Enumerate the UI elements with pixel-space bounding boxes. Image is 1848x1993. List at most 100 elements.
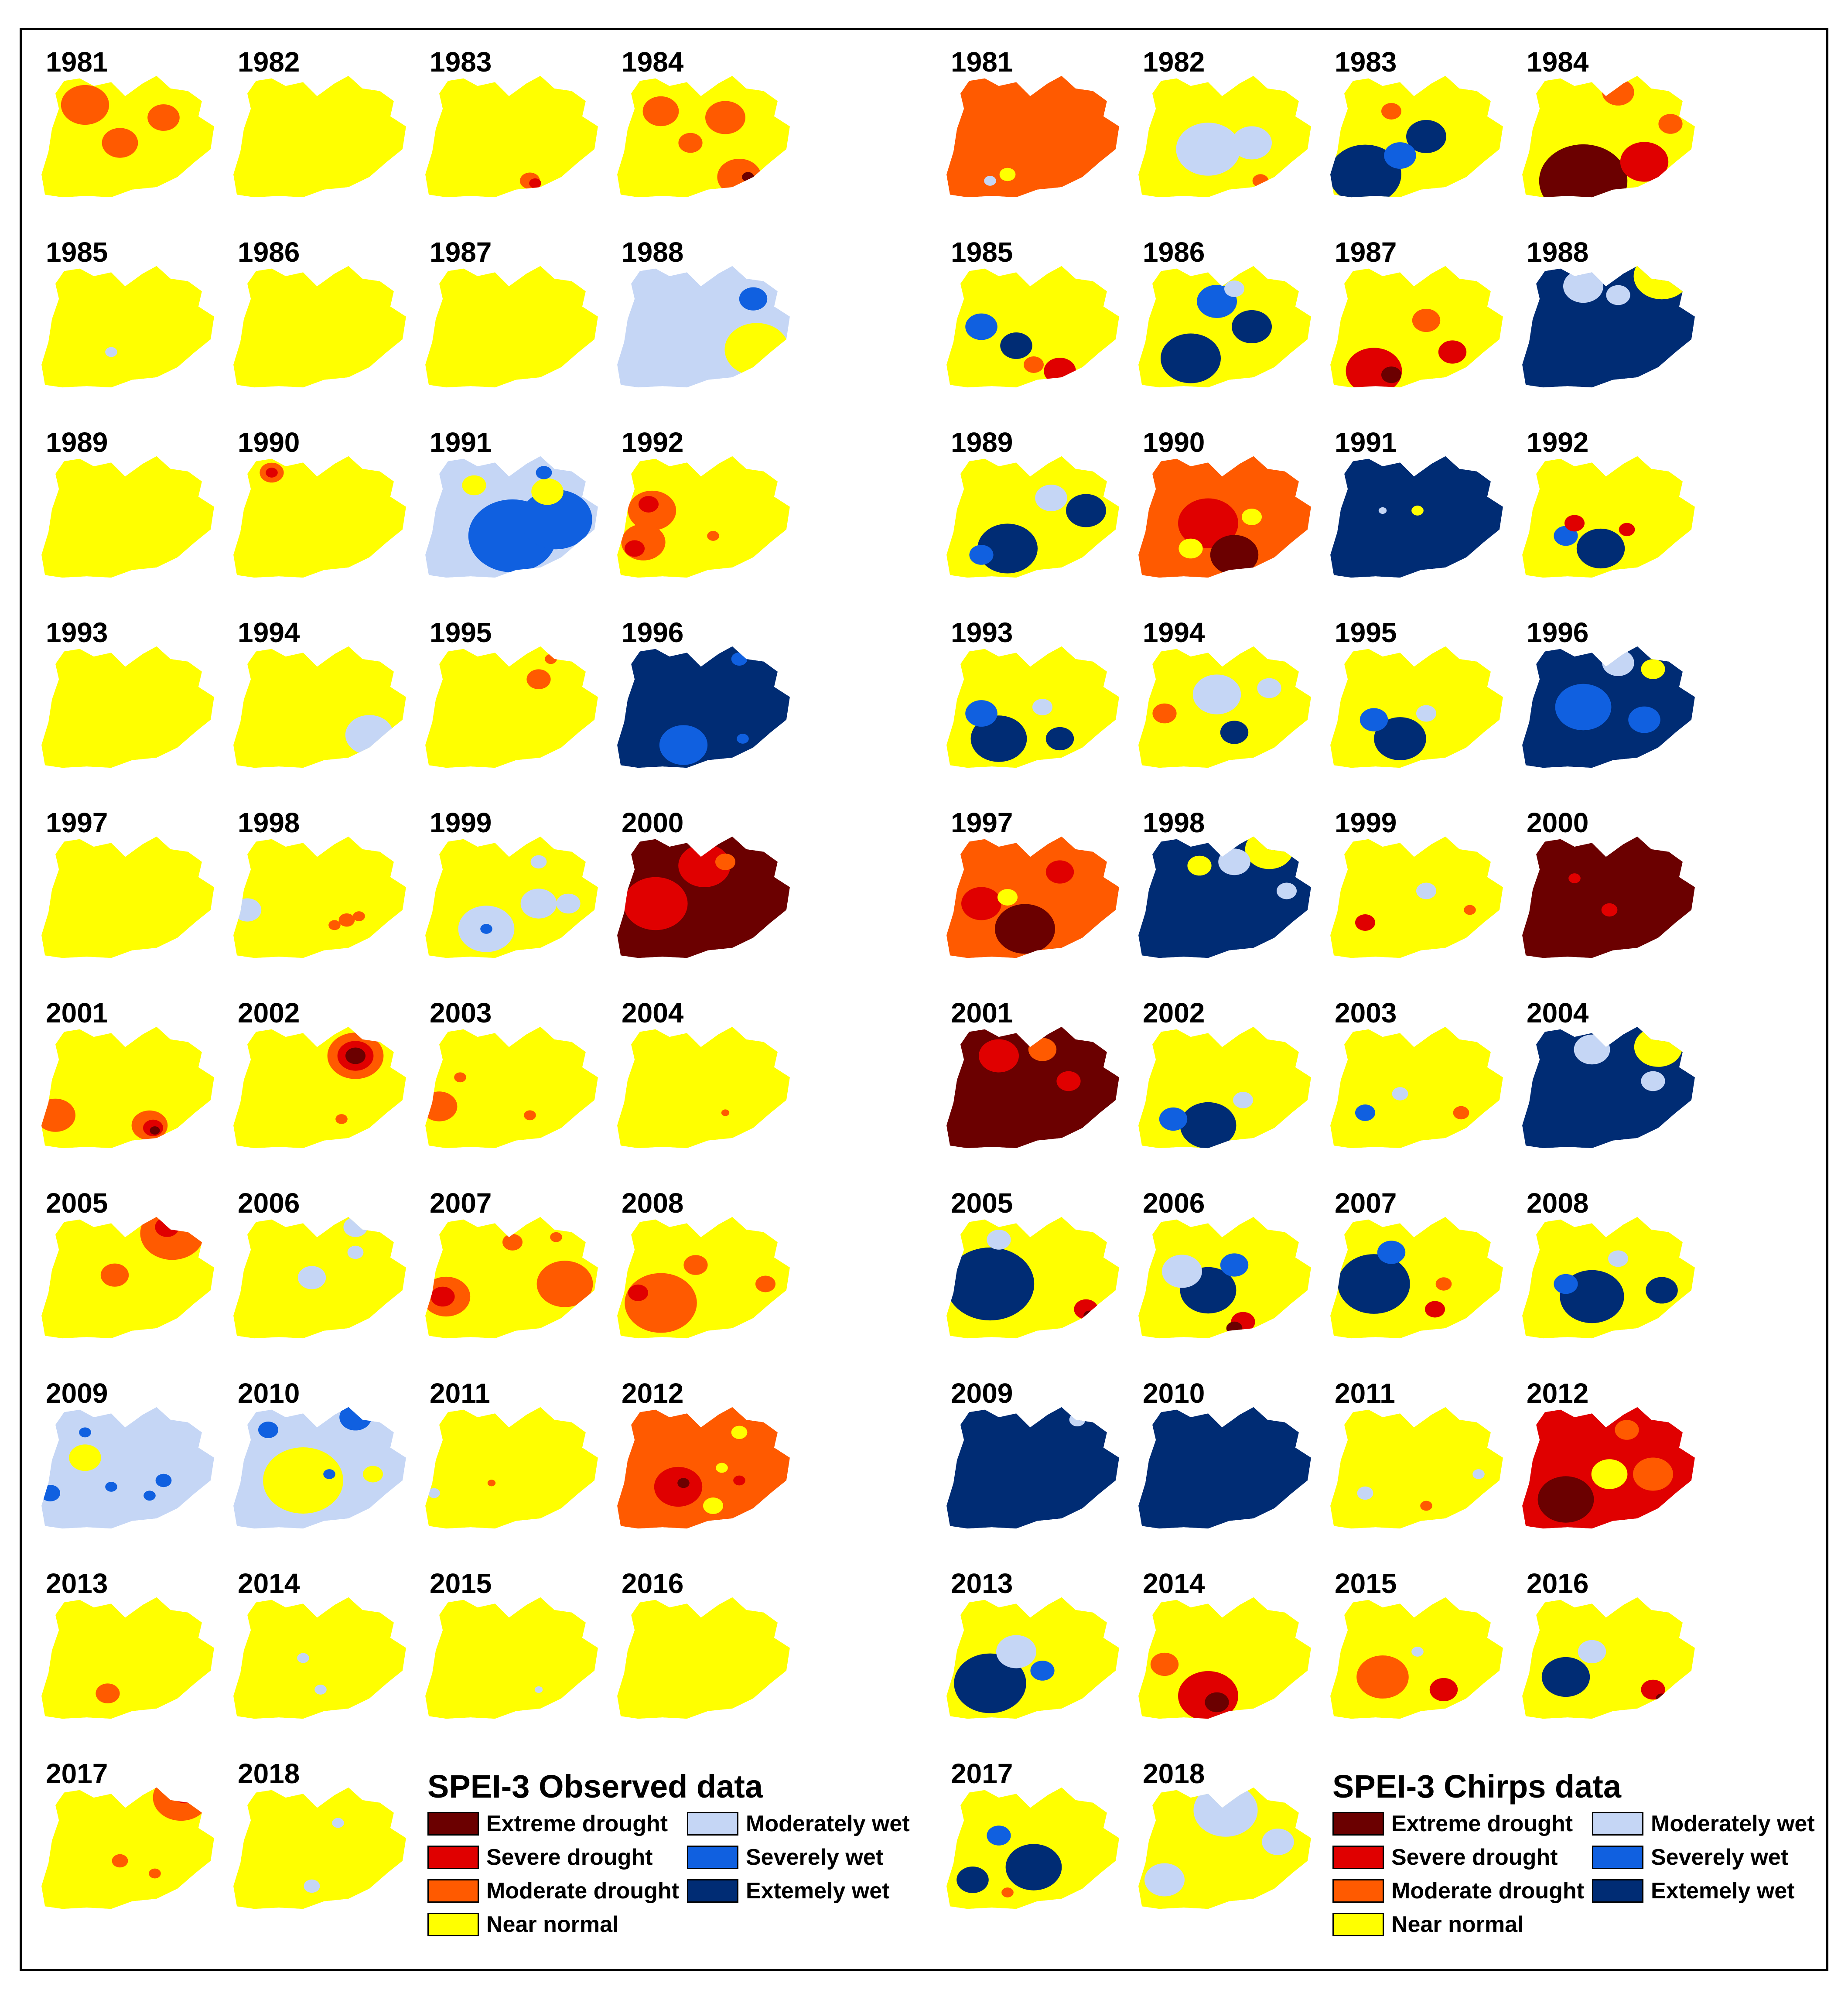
spei-class-patch: [1381, 366, 1401, 383]
spei-map: [617, 836, 790, 958]
region-base-fill: [946, 1026, 1119, 1149]
legend-swatch-moderate-drought: [427, 1879, 479, 1903]
spei-map: [1138, 1597, 1311, 1719]
spei-class-patch: [530, 855, 547, 868]
year-label: 2006: [238, 1187, 300, 1219]
spei-class-patch: [1564, 515, 1585, 532]
spei-class-patch: [1056, 1071, 1081, 1091]
year-label: 1999: [430, 807, 492, 838]
year-label: 2017: [951, 1758, 1013, 1789]
spei-class-patch: [1602, 650, 1634, 676]
spei-map: [41, 456, 214, 578]
spei-map: [233, 1217, 406, 1339]
spei-class-patch: [1030, 1661, 1055, 1681]
legend-label: Extemely wet: [746, 1878, 890, 1904]
legend-label: Extemely wet: [1651, 1878, 1795, 1904]
spei-map: [1522, 646, 1695, 768]
spei-class-patch: [721, 1109, 730, 1116]
spei-class-patch: [79, 1427, 91, 1438]
spei-class-patch: [520, 489, 592, 550]
spei-class-patch: [678, 844, 731, 887]
spei-class-patch: [430, 1286, 455, 1307]
spei-map: [425, 1597, 598, 1719]
spei-class-patch: [545, 654, 557, 664]
spei-class-patch: [526, 669, 551, 689]
year-label: 2002: [238, 997, 300, 1029]
spei-class-patch: [105, 347, 117, 357]
spei-class-patch: [1338, 1254, 1410, 1314]
year-label: 1984: [1527, 46, 1589, 78]
spei-class-patch: [428, 1488, 440, 1498]
year-label: 2011: [430, 1378, 490, 1409]
spei-class-patch: [1360, 708, 1388, 732]
spei-class-patch: [731, 652, 748, 666]
spei-class-patch: [328, 920, 341, 930]
spei-class-patch: [1218, 848, 1250, 875]
year-label: 1998: [238, 807, 300, 838]
spei-class-patch: [999, 168, 1016, 181]
region-base-fill: [233, 456, 406, 578]
spei-class-patch: [1035, 485, 1067, 511]
spei-class-patch: [1024, 356, 1044, 373]
spei-class-patch: [96, 1683, 120, 1703]
legend-label: Moderately wet: [746, 1811, 910, 1836]
spei-class-patch: [739, 287, 768, 311]
spei-map: [41, 266, 214, 388]
year-label: 1995: [1335, 617, 1397, 648]
spei-map: [233, 266, 406, 388]
year-label: 1988: [622, 236, 684, 268]
region-base-fill: [233, 646, 406, 768]
year-label: 2012: [1527, 1378, 1589, 1409]
region-base-fill: [425, 1217, 598, 1339]
spei-class-patch: [1602, 79, 1634, 106]
spei-class-patch: [965, 700, 997, 727]
spei-class-patch: [1411, 1647, 1424, 1657]
spei-map: [617, 1217, 790, 1339]
spei-map: [946, 1407, 1119, 1529]
year-label: 1995: [430, 617, 492, 648]
spei-class-patch: [1453, 1106, 1469, 1120]
spei-class-patch: [1392, 1087, 1408, 1101]
legend-label: Moderately wet: [1651, 1811, 1815, 1836]
spei-class-patch: [69, 1444, 101, 1471]
year-label: 2017: [46, 1758, 108, 1789]
region-base-fill: [1522, 1597, 1695, 1719]
spei-class-patch: [987, 1230, 1011, 1250]
spei-class-patch: [1578, 1640, 1606, 1664]
year-label: 1992: [622, 427, 684, 458]
year-label: 2009: [951, 1378, 1013, 1409]
spei-class-patch: [1178, 538, 1203, 559]
legend-label: Extreme drought: [486, 1811, 668, 1836]
year-label: 1983: [1335, 46, 1397, 78]
spei-class-patch: [961, 887, 1001, 920]
spei-map: [425, 836, 598, 958]
spei-class-patch: [979, 1039, 1019, 1073]
spei-class-patch: [946, 1247, 1035, 1321]
spei-class-patch: [332, 1818, 344, 1828]
spei-map: [233, 1407, 406, 1529]
spei-map: [1138, 646, 1311, 768]
spei-class-patch: [335, 1114, 348, 1124]
spei-class-patch: [1252, 174, 1269, 188]
spei-map: [233, 646, 406, 768]
spei-class-patch: [1615, 1420, 1639, 1440]
spei-class-patch: [1378, 507, 1387, 514]
spei-map: [946, 1597, 1119, 1719]
spei-map: [1138, 1787, 1311, 1909]
year-label: 2004: [622, 997, 684, 1029]
spei-class-patch: [1412, 308, 1441, 332]
spei-map: [946, 1217, 1119, 1339]
spei-map: [1330, 646, 1503, 768]
legend-label: Extreme drought: [1391, 1811, 1573, 1836]
spei-class-patch: [100, 1263, 129, 1287]
spei-class-patch: [755, 1275, 775, 1292]
region-base-fill: [946, 75, 1119, 198]
spei-class-patch: [1416, 882, 1436, 899]
spei-map: [946, 266, 1119, 388]
spei-class-patch: [174, 1787, 195, 1804]
region-base-fill: [946, 836, 1119, 958]
spei-class-patch: [1568, 873, 1581, 883]
year-label: 2008: [1527, 1187, 1589, 1219]
region-base-fill: [1330, 1407, 1503, 1529]
spei-map: [1330, 75, 1503, 198]
